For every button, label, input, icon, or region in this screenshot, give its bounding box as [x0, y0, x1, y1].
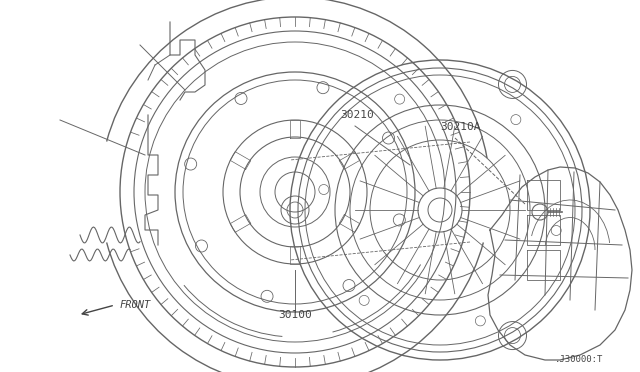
Text: 30210A: 30210A: [440, 122, 481, 132]
Text: FRONT: FRONT: [120, 300, 151, 310]
Text: 30210: 30210: [340, 110, 374, 120]
Text: 30100: 30100: [278, 310, 312, 320]
Text: .J30000:T: .J30000:T: [555, 355, 604, 364]
